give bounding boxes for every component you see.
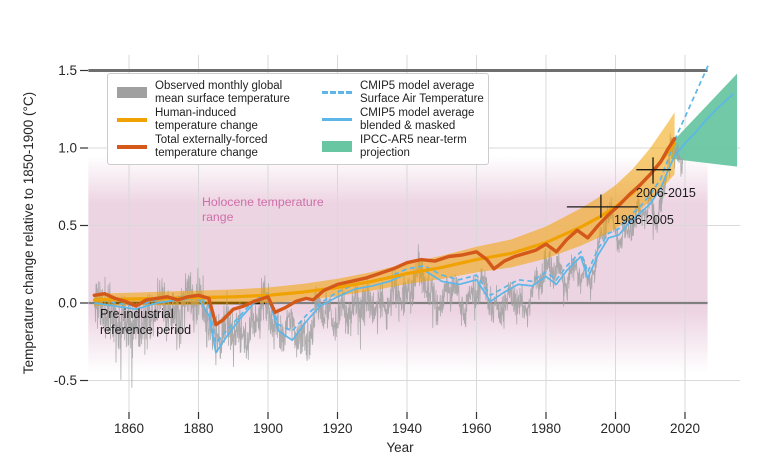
dashed-line-swatch-icon [322,91,352,94]
axis-ticks [80,69,686,419]
y-axis-label: Temperature change relative to 1850-1900… [21,92,36,374]
annotation-2006-2015: 2006-2015 [636,186,696,200]
human-line-swatch-icon [117,117,147,122]
solid-line-swatch-icon [322,118,352,121]
svg-text:1940: 1940 [392,421,422,436]
decade-crosshair [636,157,672,184]
legend-entry-projection: IPCC-AR5 near-term projection [322,133,484,160]
annotation-1986-2005: 1986-2005 [614,213,674,227]
svg-text:1900: 1900 [253,421,283,436]
annotation-preindustrial: Pre-industrial reference period [100,307,192,337]
svg-text:1860: 1860 [114,421,144,436]
svg-text:2020: 2020 [670,421,700,436]
observed-swatch-icon [117,87,147,98]
legend-label-cmip5-blend: CMIP5 model average blended & masked [360,106,475,132]
x-axis-label: Year [386,440,414,455]
legend: Observed monthly global mean surface temp… [107,73,489,165]
decade-crosshair [566,194,639,218]
legend-entry-forced: Total externally-forced temperature chang… [117,133,322,160]
forced-line-swatch-icon [117,144,147,149]
legend-entry-cmip5-blend: CMIP5 model average blended & masked [322,106,484,133]
legend-label-human: Human-induced temperature change [155,106,258,132]
legend-label-forced: Total externally-forced temperature chang… [155,133,268,159]
svg-text:0.0: 0.0 [58,296,77,311]
svg-text:1880: 1880 [183,421,213,436]
human-uncertainty-band [94,112,675,307]
holocene-band [88,155,708,373]
cmip5-blended-line [94,93,735,354]
axis-tick-labels: 1860 1880 1900 1920 1940 1960 1980 2000 2020 1.5 1… [54,63,700,436]
legend-label-projection: IPCC-AR5 near-term projection [360,133,467,159]
svg-text:1980: 1980 [531,421,561,436]
legend-label-observed: Observed monthly global mean surface temp… [155,79,290,105]
annotation-holocene: Holocene temperature range [202,195,324,225]
svg-text:-0.5: -0.5 [54,373,77,388]
svg-text:1.5: 1.5 [58,63,77,78]
svg-text:1960: 1960 [461,421,491,436]
projection-wedge [671,73,738,167]
svg-text:2000: 2000 [600,421,630,436]
legend-entry-human: Human-induced temperature change [117,106,322,133]
legend-entry-observed: Observed monthly global mean surface temp… [117,79,322,106]
total-forced-line [92,137,677,327]
projection-swatch-icon [322,141,352,152]
cmip5-sat-line [94,62,711,346]
svg-text:0.5: 0.5 [58,218,77,233]
legend-entry-cmip5-sat: CMIP5 model average Surface Air Temperatu… [322,79,484,106]
legend-label-cmip5-sat: CMIP5 model average Surface Air Temperatu… [360,79,484,105]
svg-text:1.0: 1.0 [58,141,77,156]
svg-text:1920: 1920 [322,421,352,436]
